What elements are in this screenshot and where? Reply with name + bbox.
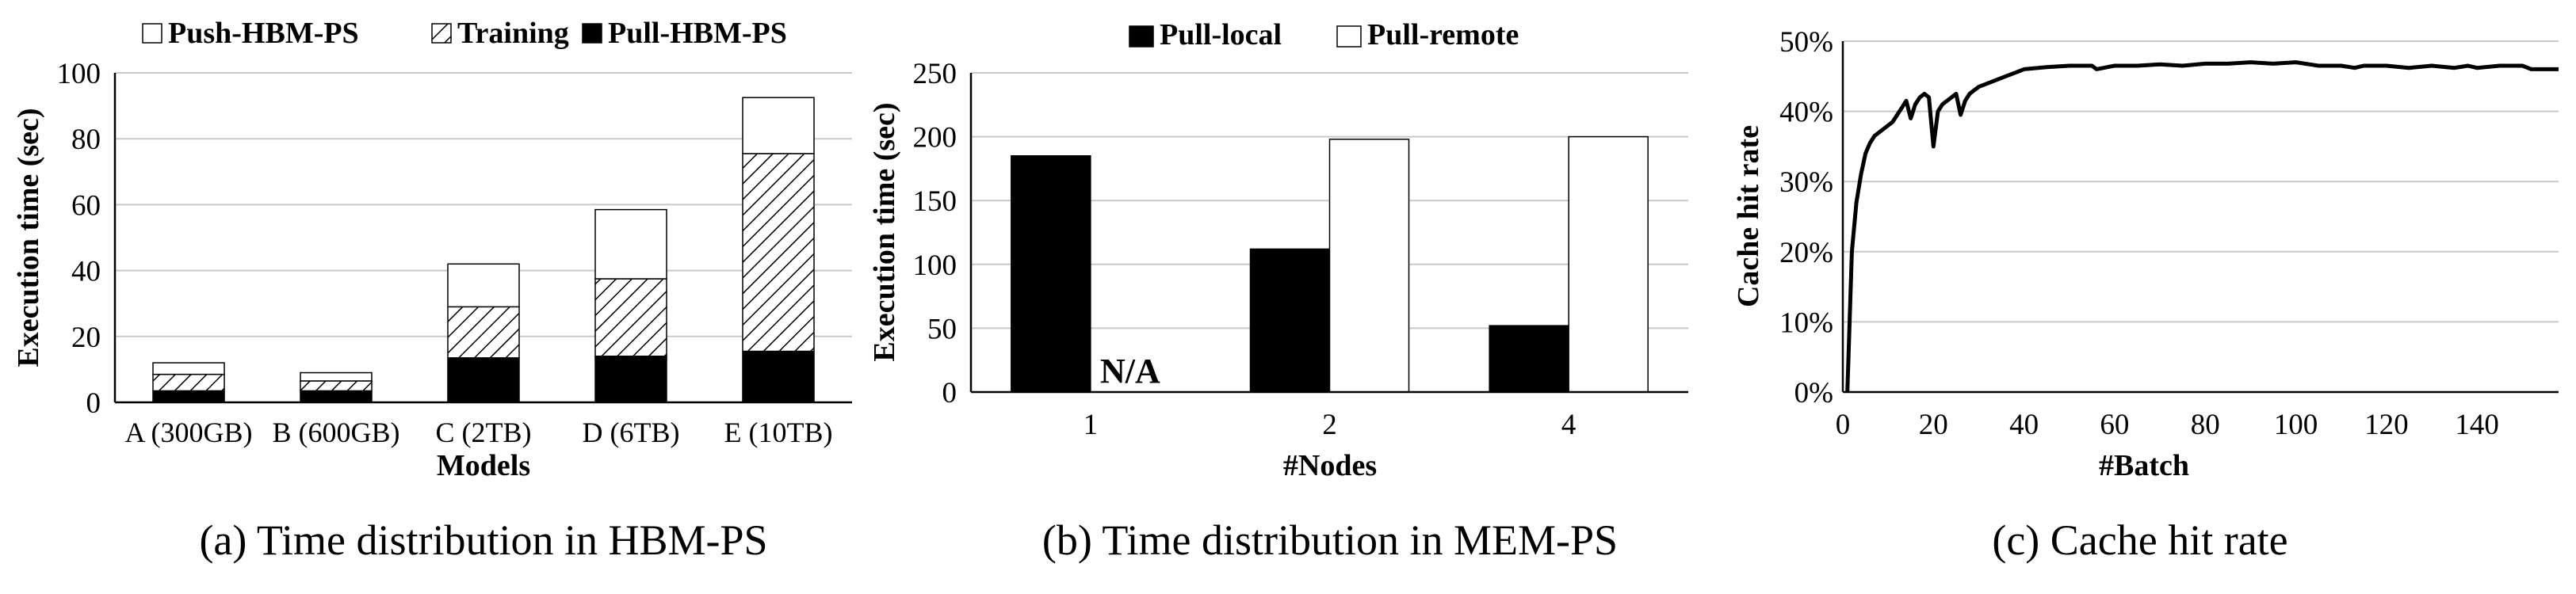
a-bar-training bbox=[447, 306, 520, 359]
a-y-tick-label: 40 bbox=[71, 256, 101, 288]
a-bar-training bbox=[152, 373, 225, 392]
b-bar-pull-local bbox=[1489, 325, 1569, 393]
b-y-tick-label: 250 bbox=[913, 58, 957, 90]
b-na-annotation: N/A bbox=[1100, 352, 1160, 390]
a-caption: (a) Time distribution in HBM-PS bbox=[199, 516, 767, 564]
c-caption: (c) Cache hit rate bbox=[1992, 516, 2287, 564]
b-y-tick-label: 50 bbox=[927, 313, 957, 345]
a-x-axis-label: Models bbox=[437, 449, 530, 482]
a-bar-pull-hbm-ps bbox=[742, 350, 815, 403]
c-gridlines bbox=[1843, 40, 2559, 323]
b-bar-pull-remote bbox=[1328, 139, 1410, 393]
c-y-tick-label: 40% bbox=[1779, 97, 1833, 129]
a-legend-label: Training bbox=[457, 17, 569, 50]
a-x-tick-label: E (10TB) bbox=[724, 417, 833, 448]
b-legend-label: Pull-remote bbox=[1367, 18, 1519, 51]
c-x-tick-label: 20 bbox=[1919, 409, 1948, 441]
b-legend-swatch bbox=[1129, 25, 1154, 48]
a-bar-push-hbm-ps bbox=[152, 362, 225, 375]
a-legend-label: Push-HBM-PS bbox=[168, 17, 359, 50]
c-y-tick-label: 30% bbox=[1779, 166, 1833, 199]
c-y-axis-label: Cache hit rate bbox=[1732, 125, 1765, 307]
c-y-tick-label: 50% bbox=[1779, 26, 1833, 59]
c-x-tick-label: 100 bbox=[2274, 409, 2318, 441]
c-series-line bbox=[1845, 60, 2559, 393]
panel-a: 0 20 40 60 80 100 A (300GB) B (600GB) C (2TB) D … bbox=[12, 17, 852, 564]
b-legend-swatch bbox=[1336, 25, 1362, 48]
c-series bbox=[1845, 60, 2559, 393]
c-y-tick-label: 0% bbox=[1794, 377, 1833, 409]
b-bar-pull-local bbox=[1011, 155, 1091, 393]
b-x-tick-label: 4 bbox=[1561, 409, 1577, 441]
a-x-tick-labels: A (300GB) B (600GB) C (2TB) D (6TB) E (10TB) bbox=[125, 417, 833, 448]
a-x-tick-label: A (300GB) bbox=[125, 417, 253, 448]
a-bar-training bbox=[742, 153, 815, 352]
c-y-tick-label: 20% bbox=[1779, 237, 1833, 269]
c-x-axis-label: #Batch bbox=[2099, 449, 2189, 482]
a-bar-push-hbm-ps bbox=[742, 97, 815, 154]
a-legend: Push-HBM-PS Training Pull-HBM-PS bbox=[142, 17, 787, 50]
b-y-tick-label: 100 bbox=[913, 249, 957, 282]
a-y-tick-label: 60 bbox=[71, 189, 101, 222]
b-y-tick-labels: 0 50 100 150 200 250 bbox=[913, 58, 957, 409]
a-bar-push-hbm-ps bbox=[594, 208, 667, 280]
a-x-tick-label: D (6TB) bbox=[583, 417, 680, 448]
a-y-tick-label: 20 bbox=[71, 322, 101, 354]
a-y-tick-label: 80 bbox=[71, 124, 101, 156]
a-bars bbox=[152, 97, 815, 403]
a-x-tick-label: B (600GB) bbox=[273, 417, 400, 448]
a-gridlines bbox=[115, 72, 852, 337]
c-y-tick-label: 10% bbox=[1779, 307, 1833, 339]
a-bar-push-hbm-ps bbox=[300, 371, 373, 382]
a-legend-swatch bbox=[142, 23, 162, 44]
c-x-tick-label: 140 bbox=[2455, 409, 2499, 441]
b-x-tick-label: 1 bbox=[1084, 409, 1099, 441]
a-y-axis-label: Execution time (sec) bbox=[12, 108, 45, 367]
b-y-tick-label: 150 bbox=[913, 185, 957, 218]
c-x-tick-label: 120 bbox=[2364, 409, 2409, 441]
b-y-tick-label: 0 bbox=[942, 377, 957, 409]
a-bar-pull-hbm-ps bbox=[152, 390, 225, 403]
b-y-axis-label: Execution time (sec) bbox=[868, 102, 901, 361]
a-bar-training bbox=[594, 278, 667, 357]
a-bar-pull-hbm-ps bbox=[594, 356, 667, 403]
a-y-tick-labels: 0 20 40 60 80 100 bbox=[57, 58, 101, 420]
c-x-tick-label: 80 bbox=[2191, 409, 2220, 441]
a-y-tick-label: 0 bbox=[86, 387, 101, 420]
b-x-axis-label: #Nodes bbox=[1283, 449, 1377, 482]
b-caption: (b) Time distribution in MEM-PS bbox=[1042, 516, 1618, 564]
a-legend-swatch bbox=[582, 23, 602, 44]
a-y-tick-label: 100 bbox=[57, 58, 101, 90]
c-x-tick-labels: 0 20 40 60 80 100 120 140 bbox=[1836, 409, 2499, 441]
a-bar-push-hbm-ps bbox=[447, 263, 520, 308]
a-legend-swatch bbox=[431, 23, 452, 44]
c-y-tick-labels: 0% 10% 20% 30% 40% 50% bbox=[1779, 26, 1833, 409]
panel-b: 0 50 100 150 200 250 1 2 4 N/A #Nodes Execution… bbox=[868, 18, 1688, 564]
panel-c: 0% 10% 20% 30% 40% 50% 0 20 40 60 80 100 120 140 #Ba… bbox=[1732, 26, 2559, 564]
b-legend-label: Pull-local bbox=[1160, 18, 1282, 51]
b-bar-pull-local bbox=[1249, 248, 1331, 393]
a-x-tick-label: C (2TB) bbox=[436, 417, 532, 448]
b-x-tick-label: 2 bbox=[1322, 409, 1337, 441]
c-x-tick-label: 60 bbox=[2100, 409, 2129, 441]
b-bar-pull-remote bbox=[1568, 135, 1649, 393]
a-bar-pull-hbm-ps bbox=[447, 357, 520, 403]
b-legend: Pull-local Pull-remote bbox=[1129, 18, 1519, 51]
c-x-tick-label: 0 bbox=[1836, 409, 1851, 441]
b-x-tick-labels: 1 2 4 bbox=[1084, 409, 1577, 441]
b-bars bbox=[1011, 135, 1649, 393]
a-legend-label: Pull-HBM-PS bbox=[608, 17, 787, 50]
c-x-tick-label: 40 bbox=[2009, 409, 2039, 441]
a-bar-training bbox=[300, 380, 373, 392]
a-bar-pull-hbm-ps bbox=[300, 390, 373, 403]
b-y-tick-label: 200 bbox=[913, 122, 957, 154]
